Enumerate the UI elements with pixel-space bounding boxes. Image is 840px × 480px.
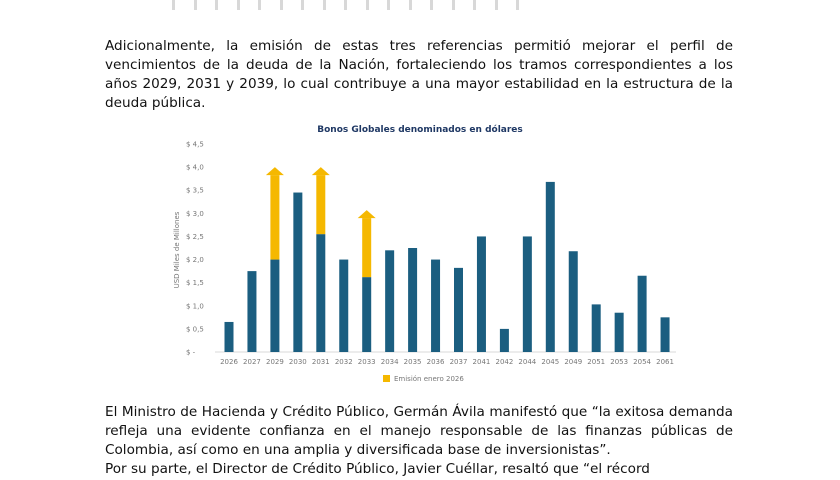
x-tick-label: 2045 [541,358,559,366]
rotated-month-label [473,0,476,10]
x-tick-label: 2041 [473,358,491,366]
rotated-month-label [494,0,498,10]
x-tick-label: 2030 [289,358,307,366]
x-tick-label: 2034 [381,358,399,366]
rotated-month-label [430,0,433,10]
emission-bar-2029 [270,175,280,260]
paragraph-1: Adicionalmente, la emisión de estas tres… [105,38,733,111]
x-tick-label: 2042 [495,358,513,366]
bar-2037 [454,267,463,352]
x-tick-label: 2061 [656,358,674,366]
y-tick-label: $ 1,5 [186,279,204,287]
bar-2029 [270,259,280,352]
bar-2026 [224,321,234,352]
previous-chart-axis-labels [160,0,520,14]
rotated-month-label [258,0,261,10]
rotated-month-label [322,0,326,10]
y-tick-label: $ 2,0 [186,256,204,264]
rotated-month-label [236,0,240,10]
bar-2053 [614,312,624,352]
x-tick-label: 2035 [404,358,422,366]
bar-2035 [408,248,418,352]
rotated-month-label [451,0,455,10]
emission-arrow-2033 [357,210,376,219]
emission-arrow-2029 [265,167,284,176]
bar-2041 [476,236,486,352]
x-tick-label: 2051 [587,358,605,366]
bar-2049 [568,251,578,352]
rotated-month-label [215,0,218,10]
x-tick-label: 2029 [266,358,284,366]
rotated-month-label [193,0,197,10]
emission-bar-2033 [362,218,372,278]
x-tick-label: 2032 [335,358,353,366]
rotated-month-label [408,0,412,10]
rotated-month-label [279,0,283,10]
emission-bar-2031 [316,175,326,235]
rotated-month-label [172,0,175,10]
x-tick-label: 2031 [312,358,330,366]
x-tick-label: 2037 [450,358,468,366]
x-tick-label: 2049 [564,358,582,366]
x-tick-label: 2044 [518,358,536,366]
y-tick-label: $ - [186,349,196,357]
x-tick-label: 2053 [610,358,628,366]
x-tick-label: 2054 [633,358,651,366]
y-tick-label: $ 4,0 [186,164,204,172]
bar-2027 [247,271,257,352]
rotated-month-label [301,0,304,10]
bar-2030 [293,192,303,352]
bar-2051 [591,304,601,352]
emission-arrow-2031 [311,167,330,176]
bar-2034 [385,250,395,352]
y-axis-label: USD Miles de Millones [173,211,181,288]
legend-swatch [383,375,390,382]
x-tick-label: 2036 [427,358,445,366]
bar-2033 [362,277,372,352]
paragraph-2: El Ministro de Hacienda y Crédito Públic… [105,404,733,458]
y-tick-label: $ 2,5 [186,233,204,241]
x-tick-label: 2027 [243,358,261,366]
bar-2044 [522,236,532,352]
rotated-month-label [344,0,347,10]
x-tick-label: 2026 [220,358,238,366]
y-tick-label: $ 0,5 [186,325,204,333]
bar-2042 [499,328,509,352]
bar-2054 [637,275,647,352]
bar-2045 [545,181,555,352]
bar-2032 [339,259,349,352]
y-tick-label: $ 3,0 [186,210,204,218]
paragraph-3: Por su parte, el Director de Crédito Púb… [105,461,650,477]
bond-chart: Bonos Globales denominados en dólares US… [173,124,676,383]
y-tick-label: $ 1,0 [186,302,204,310]
bar-2036 [431,259,441,352]
y-tick-label: $ 4,5 [186,141,204,149]
bar-2031 [316,234,326,352]
bar-2061 [660,317,670,352]
legend-label: Emisión enero 2026 [394,375,464,383]
rotated-month-label [387,0,390,10]
rotated-month-label [365,0,369,10]
y-tick-label: $ 3,5 [186,187,204,195]
chart-title: Bonos Globales denominados en dólares [317,124,523,135]
rotated-month-label [516,0,519,10]
x-tick-label: 2033 [358,358,376,366]
